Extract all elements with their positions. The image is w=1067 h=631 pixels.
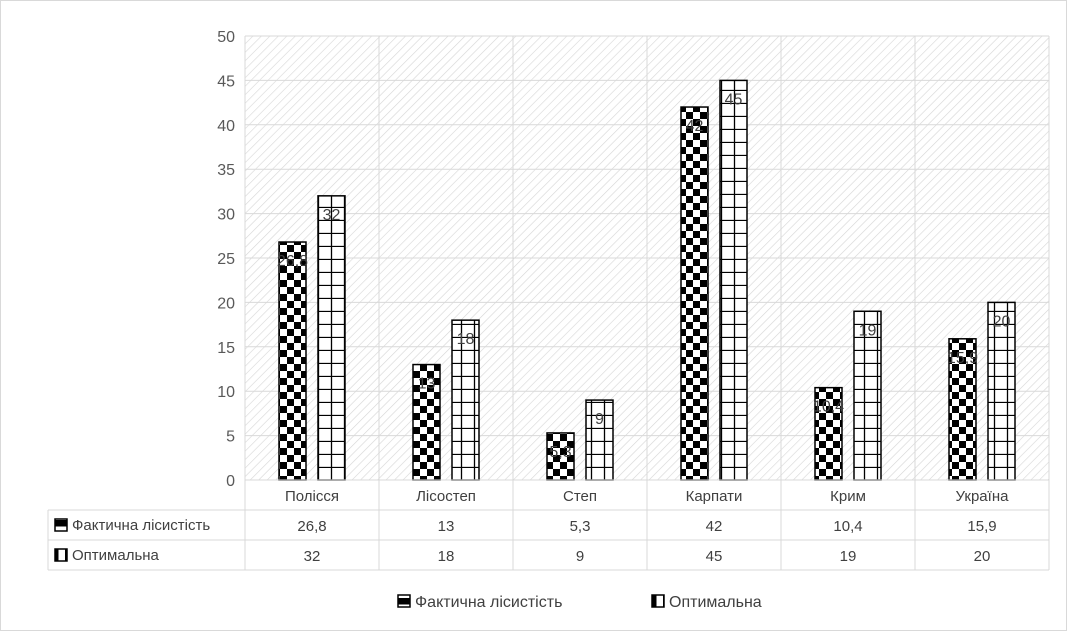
y-tick-label: 15 [217, 340, 235, 357]
y-tick-label: 5 [226, 429, 235, 446]
category-label: Степ [563, 488, 597, 505]
table-cell: 5,3 [570, 518, 591, 535]
table-cell: 15,9 [967, 518, 996, 535]
y-tick-label: 35 [217, 162, 235, 179]
data-label: 18 [457, 331, 475, 348]
category-label: Лісостеп [416, 488, 476, 505]
legend-label: Фактична лісистість [415, 594, 562, 611]
table-cell: 20 [974, 548, 991, 565]
bar-optimal [853, 310, 882, 481]
data-label: 10,4 [813, 399, 844, 416]
table-cell: 13 [438, 518, 455, 535]
table-cell: 26,8 [297, 518, 326, 535]
data-label: 42 [686, 118, 704, 135]
data-label: 15,9 [947, 350, 978, 367]
data-label: 32 [323, 207, 341, 224]
legend-key [651, 594, 665, 608]
data-label: 45 [725, 91, 743, 108]
y-tick-label: 45 [217, 73, 235, 90]
table-cell: 18 [438, 548, 455, 565]
table-legend-key [54, 548, 68, 562]
data-label: 5,3 [549, 444, 571, 461]
y-tick-label: 0 [226, 473, 235, 490]
bar-fact [680, 106, 709, 481]
table-cell: 9 [576, 548, 584, 565]
bar-fact [278, 241, 307, 481]
table-cell: 10,4 [833, 518, 862, 535]
bar-fact [546, 432, 575, 481]
y-tick-label: 25 [217, 251, 235, 268]
y-tick-label: 30 [217, 207, 235, 224]
y-tick-label: 10 [217, 384, 235, 401]
data-label: 19 [859, 322, 877, 339]
y-tick-label: 50 [217, 29, 235, 46]
y-tick-label: 20 [217, 295, 235, 312]
table-legend-key [54, 518, 68, 532]
legend-label: Оптимальна [669, 594, 762, 611]
table-cell: 19 [840, 548, 857, 565]
bar-fact [814, 386, 843, 481]
legend-key [397, 594, 411, 608]
category-label: Карпати [686, 488, 743, 505]
bar-optimal [585, 399, 614, 481]
table-cell: 32 [304, 548, 321, 565]
data-label: 20 [993, 313, 1011, 330]
bar-fact [948, 338, 977, 481]
data-label: 9 [595, 411, 604, 428]
data-label: 26,8 [277, 253, 308, 270]
category-label: Крим [830, 488, 866, 505]
table-cell: 45 [706, 548, 723, 565]
data-label: 13 [418, 376, 436, 393]
bar-optimal [719, 79, 748, 481]
table-series-label: Фактична лісистість [72, 517, 210, 534]
table-series-label: Оптимальна [72, 547, 160, 564]
category-label: Полісся [285, 488, 339, 505]
category-label: Україна [956, 488, 1010, 505]
table-cell: 42 [706, 518, 723, 535]
bar-optimal [317, 195, 346, 481]
y-tick-label: 40 [217, 118, 235, 135]
